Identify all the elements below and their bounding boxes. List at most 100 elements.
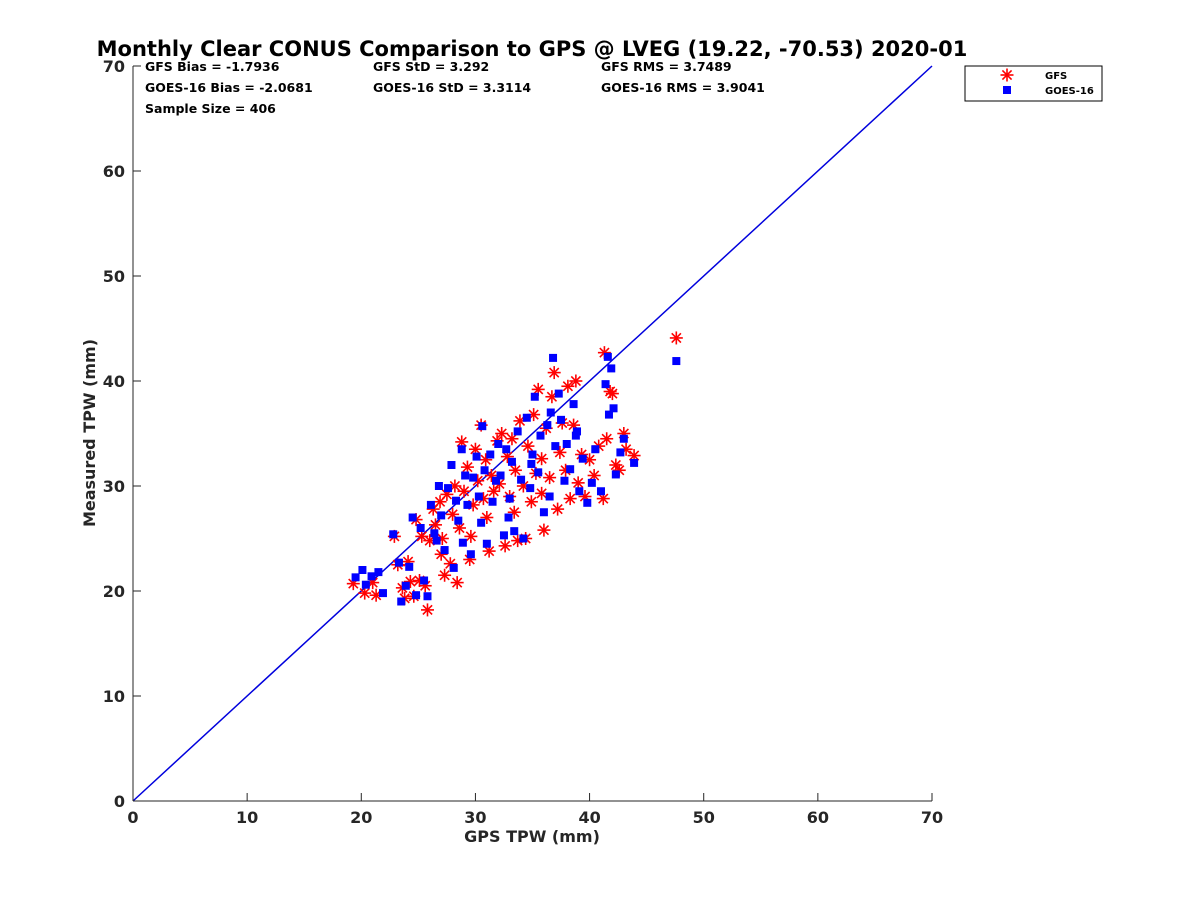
goes-16-point	[601, 380, 610, 389]
gfs-rms-text: GFS RMS = 3.7489	[601, 59, 732, 74]
gfs-point	[551, 502, 565, 516]
goes-16-point	[596, 487, 605, 496]
goes-16-point	[551, 442, 560, 451]
y-axis-label: Measured TPW (mm)	[80, 339, 99, 527]
gfs-point	[561, 379, 575, 393]
goes-16-point	[430, 529, 439, 538]
gfs-point	[511, 534, 525, 548]
goes-16-point	[554, 389, 563, 398]
goes-rms-text: GOES-16 RMS = 3.9041	[601, 80, 765, 95]
goes-16-point	[569, 400, 578, 409]
goes-16-point	[351, 573, 360, 582]
goes-16-point	[434, 482, 443, 490]
goes-16-point	[536, 431, 545, 440]
gfs-point	[669, 331, 683, 345]
y-tick-label: 0	[114, 792, 125, 811]
goes-16-point	[607, 364, 616, 373]
goes-16-point	[604, 410, 613, 419]
goes-16-point	[546, 408, 555, 417]
goes-16-point	[444, 484, 453, 493]
goes-16-point	[482, 539, 491, 548]
goes-16-point	[478, 422, 487, 431]
goes-16-point	[510, 527, 519, 536]
gfs-point	[508, 463, 522, 477]
goes-16-point	[474, 492, 483, 501]
y-tick-label: 70	[103, 57, 125, 76]
legend-gfs-asterisk	[1000, 68, 1014, 82]
goes-16-point	[534, 468, 543, 477]
goes-16-point	[557, 415, 566, 424]
goes-16-point	[575, 487, 584, 496]
goes-16-point	[504, 513, 513, 522]
gfs-point	[433, 495, 447, 509]
gfs-point	[438, 568, 452, 582]
x-tick-label: 40	[578, 808, 600, 827]
y-tick-label: 30	[103, 477, 125, 496]
x-tick-label: 30	[464, 808, 486, 827]
goes-16-point	[426, 500, 435, 509]
goes-16-point	[616, 448, 625, 457]
gfs-point	[563, 492, 577, 506]
gfs-point	[460, 460, 474, 474]
goes-16-point	[630, 458, 639, 467]
goes-16-point	[573, 427, 582, 436]
gfs-point	[571, 476, 585, 490]
goes-16-point	[472, 452, 481, 461]
goes-16-point	[423, 592, 432, 601]
goes-16-point	[397, 597, 406, 606]
sample-size-text: Sample Size = 406	[145, 101, 276, 116]
goes-16-point	[549, 353, 558, 362]
gfs-point	[535, 452, 549, 466]
goes-std-text: GOES-16 StD = 3.3114	[373, 80, 531, 95]
goes-16-point	[494, 440, 503, 448]
gfs-point	[605, 387, 619, 401]
gfs-point	[531, 382, 545, 396]
goes-16-point	[619, 434, 628, 443]
goes-16-point	[530, 392, 539, 401]
goes-16-point	[454, 516, 463, 525]
goes-16-point	[405, 562, 414, 571]
x-tick-label: 50	[693, 808, 715, 827]
goes-bias-text: GOES-16 Bias = -2.0681	[145, 80, 313, 95]
goes-16-point	[457, 445, 466, 454]
goes-16-point	[526, 484, 535, 493]
goes-16-point	[505, 494, 514, 503]
goes-16-point	[587, 478, 596, 487]
goes-16-point	[528, 450, 537, 459]
gfs-series	[346, 331, 683, 617]
goes-16-point	[609, 404, 618, 413]
goes-16-point	[449, 563, 458, 572]
gfs-point	[521, 439, 535, 453]
goes-16-point	[408, 513, 417, 522]
y-tick-label: 60	[103, 162, 125, 181]
gfs-point	[464, 529, 478, 543]
goes-16-point	[527, 459, 536, 468]
gfs-point	[358, 586, 372, 600]
goes-16-point	[491, 476, 500, 485]
goes-16-point	[374, 568, 383, 577]
goes-16-point	[578, 454, 587, 463]
goes-16-point	[461, 471, 470, 480]
goes-16-point	[469, 473, 478, 482]
legend-gfs-marker	[1000, 68, 1014, 82]
gfs-point	[428, 518, 442, 532]
goes-16-point	[432, 536, 441, 545]
gfs-point	[627, 449, 641, 463]
goes-16-point	[394, 558, 403, 567]
goes-16-point	[440, 546, 449, 555]
legend-goes-16-marker	[1003, 86, 1011, 94]
chart-title: Monthly Clear CONUS Comparison to GPS @ …	[97, 37, 968, 61]
goes-16-point	[499, 531, 508, 540]
goes-16-point	[420, 576, 429, 585]
gfs-point	[495, 427, 509, 440]
goes-16-point	[463, 500, 472, 509]
x-axis-label: GPS TPW (mm)	[464, 827, 600, 846]
gfs-point	[569, 374, 583, 388]
goes-16-point	[496, 471, 505, 480]
gfs-point	[482, 544, 496, 558]
goes-16-point	[361, 580, 370, 589]
goes-16-point	[452, 496, 461, 505]
legend: GFS GOES-16	[964, 65, 1103, 102]
x-tick-label: 0	[127, 808, 138, 827]
